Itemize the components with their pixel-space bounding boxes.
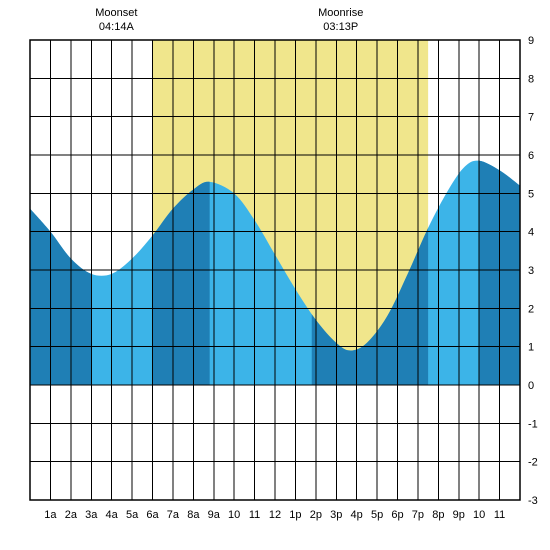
x-tick-label: 6p bbox=[391, 509, 403, 521]
x-tick-label: 5p bbox=[371, 509, 383, 521]
x-tick-label: 3p bbox=[330, 509, 342, 521]
moonrise-label: Moonrise bbox=[318, 7, 363, 19]
x-tick-label: 4a bbox=[106, 509, 119, 521]
y-tick-label: 3 bbox=[528, 265, 534, 277]
y-tick-label: 2 bbox=[528, 303, 534, 315]
x-tick-label: 7p bbox=[412, 509, 424, 521]
moonset-label: Moonset bbox=[95, 7, 137, 19]
y-tick-label: 4 bbox=[528, 227, 534, 239]
x-tick-label: 5a bbox=[126, 509, 139, 521]
x-tick-label: 9p bbox=[453, 509, 465, 521]
x-tick-label: 1a bbox=[44, 509, 57, 521]
y-tick-label: -2 bbox=[528, 457, 538, 469]
y-tick-label: 7 bbox=[528, 112, 534, 124]
x-tick-label: 12 bbox=[269, 509, 281, 521]
x-tick-label: 8a bbox=[187, 509, 200, 521]
x-tick-label: 1p bbox=[289, 509, 301, 521]
x-tick-label: 4p bbox=[351, 509, 363, 521]
x-tick-label: 2a bbox=[65, 509, 78, 521]
chart-svg: 1a2a3a4a5a6a7a8a9a1011121p2p3p4p5p6p7p8p… bbox=[0, 0, 550, 550]
moonrise-time: 03:13P bbox=[323, 21, 358, 33]
x-tick-label: 3a bbox=[85, 509, 98, 521]
y-tick-label: -1 bbox=[528, 418, 538, 430]
x-tick-label: 11 bbox=[249, 509, 260, 521]
x-tick-label: 10 bbox=[473, 509, 485, 521]
y-tick-label: 8 bbox=[528, 73, 534, 85]
y-tick-label: 6 bbox=[528, 150, 534, 162]
moonset-time: 04:14A bbox=[99, 21, 135, 33]
tide-chart: 1a2a3a4a5a6a7a8a9a1011121p2p3p4p5p6p7p8p… bbox=[0, 0, 550, 550]
y-tick-label: -3 bbox=[528, 495, 538, 507]
y-tick-label: 0 bbox=[528, 380, 534, 392]
x-tick-label: 9a bbox=[208, 509, 221, 521]
x-tick-label: 7a bbox=[167, 509, 180, 521]
x-tick-label: 8p bbox=[432, 509, 444, 521]
x-tick-label: 10 bbox=[228, 509, 240, 521]
y-tick-label: 1 bbox=[528, 342, 534, 354]
x-tick-label: 11 bbox=[494, 509, 505, 521]
y-tick-label: 9 bbox=[528, 35, 534, 47]
y-tick-label: 5 bbox=[528, 188, 534, 200]
x-tick-label: 6a bbox=[146, 509, 159, 521]
x-tick-label: 2p bbox=[310, 509, 322, 521]
